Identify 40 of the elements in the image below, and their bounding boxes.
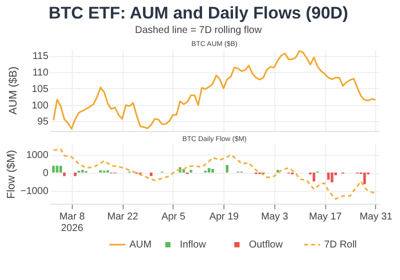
- x-tick-label: Apr 5: [161, 211, 186, 222]
- bar: [150, 172, 152, 176]
- y-tick-label: 100: [32, 100, 49, 112]
- x-tick-label: May 31: [360, 211, 393, 222]
- bar: [99, 170, 102, 173]
- chart-subtitle: Dashed line = 7D rolling flow: [135, 25, 262, 36]
- bar: [226, 165, 228, 173]
- bar: [59, 166, 62, 173]
- chart-title: BTC ETF: AUM and Daily Flows (90D): [48, 3, 348, 22]
- bar: [52, 166, 55, 173]
- line-series: [52, 148, 376, 200]
- bar: [74, 172, 76, 176]
- y-tick-label: 105: [32, 84, 49, 95]
- legend-label: Outflow: [248, 240, 284, 251]
- line-series: [52, 50, 376, 130]
- y-tick-label: 115: [32, 51, 49, 62]
- legend-label: Inflow: [180, 240, 207, 251]
- x-tick-label: Apr 19: [209, 211, 240, 222]
- x-tick-label: Mar 8 2026: [59, 211, 86, 234]
- bar: [211, 168, 214, 173]
- x-tick-label: Mar 22: [107, 211, 139, 222]
- y-tick-label: 0: [42, 168, 49, 180]
- legend-label: AUM: [129, 240, 152, 251]
- x-tick-label: May 17: [308, 211, 342, 222]
- bar: [327, 172, 330, 180]
- bar: [330, 172, 334, 182]
- y-axis-title: Flow ($M): [5, 150, 18, 199]
- y-tick-label: 1000: [26, 150, 49, 162]
- y-tick-label: 110: [32, 68, 49, 79]
- legend-label: 7D Roll: [324, 240, 357, 251]
- bar: [312, 172, 316, 182]
- y-tick-label: 95: [37, 116, 49, 128]
- bar: [56, 166, 58, 173]
- bar: [208, 168, 210, 173]
- y-tick-label: −1000: [20, 186, 49, 197]
- bar: [63, 172, 66, 176]
- y-axis-title: AUM ($B): [7, 66, 20, 115]
- bar: [363, 172, 366, 184]
- x-tick-label: May 3: [261, 211, 289, 222]
- bar: [106, 170, 110, 173]
